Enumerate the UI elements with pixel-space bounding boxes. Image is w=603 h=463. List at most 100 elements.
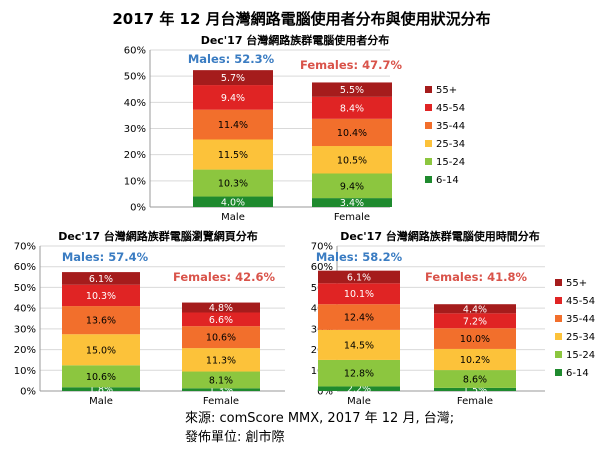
y-tick-label: 10% bbox=[14, 366, 36, 377]
bar-segment bbox=[193, 85, 273, 110]
legend-swatch bbox=[555, 369, 562, 376]
chart-title: Dec'17 台灣網路族群電腦瀏覽網頁分布 bbox=[58, 229, 258, 243]
chart-web-browsing: Dec'17 台灣網路族群電腦瀏覽網頁分布 0% 10% 20% 30% 40% 50% 60… bbox=[14, 229, 285, 407]
y-tick-label: 20% bbox=[124, 150, 146, 161]
source-note: 來源: comScore MMX, 2017 年 12 月, 台灣; 發佈單位:… bbox=[185, 409, 454, 447]
legend-swatch bbox=[425, 176, 432, 183]
legend-swatch bbox=[425, 122, 432, 129]
data-label: 4.4% bbox=[463, 304, 487, 315]
bar-segment bbox=[434, 370, 516, 388]
legend-label: 55+ bbox=[436, 85, 457, 96]
bar-segment bbox=[312, 173, 392, 199]
data-label: 10.2% bbox=[460, 355, 490, 366]
bar-segment bbox=[318, 386, 400, 391]
chart-usage-time: Dec'17 台灣網路族群電腦使用時間分布0%10%20%30%40%50%60… bbox=[311, 229, 595, 407]
bar-segment bbox=[318, 329, 400, 360]
data-label: 8.4% bbox=[340, 103, 364, 114]
bar-segment bbox=[312, 146, 392, 174]
data-label: 10.0% bbox=[460, 334, 490, 345]
data-label: 11.5% bbox=[218, 150, 248, 161]
male-total-label: Males: 58.2% bbox=[316, 250, 403, 264]
male-total-label: Males: 57.4% bbox=[62, 250, 149, 264]
y-tick-label: 0% bbox=[317, 387, 333, 398]
bar-segment bbox=[318, 304, 400, 330]
data-label: 10.6% bbox=[86, 372, 116, 383]
data-label: 12.8% bbox=[344, 369, 374, 380]
y-tick-label: 30% bbox=[14, 324, 36, 335]
legend-label: 15-24 bbox=[436, 157, 465, 168]
y-tick-label: 50% bbox=[14, 283, 36, 294]
y-tick-label: 40% bbox=[14, 304, 36, 315]
bar-segment bbox=[312, 96, 392, 119]
female-total-label: Females: 47.7% bbox=[300, 58, 402, 72]
data-label: 10.3% bbox=[86, 291, 116, 302]
female-total-label: Females: 41.8% bbox=[425, 270, 527, 284]
data-label: 1.8% bbox=[89, 385, 113, 396]
data-label: 1.3% bbox=[209, 385, 233, 396]
data-label: 11.3% bbox=[206, 355, 236, 366]
data-label: 10.1% bbox=[344, 289, 374, 300]
y-tick-label: 20% bbox=[14, 345, 36, 356]
bar-segment bbox=[182, 348, 260, 372]
data-label: 8.1% bbox=[209, 375, 233, 386]
data-label: 11.4% bbox=[218, 120, 248, 131]
y-tick-label: 70% bbox=[14, 242, 36, 253]
legend-label: 6-14 bbox=[436, 175, 459, 186]
legend-label: 25-34 bbox=[436, 139, 465, 150]
bar-segment bbox=[434, 387, 516, 391]
source-line: 來源: comScore MMX, 2017 年 12 月, 台灣; bbox=[185, 411, 455, 426]
y-tick-label: 0% bbox=[20, 387, 36, 398]
male-total-label: Males: 52.3% bbox=[188, 52, 275, 66]
data-label: 12.4% bbox=[344, 313, 374, 324]
y-tick-label: 40% bbox=[124, 98, 146, 109]
legend-swatch bbox=[425, 158, 432, 165]
bar-segment bbox=[434, 328, 516, 349]
legend-swatch bbox=[555, 297, 562, 304]
chart-title: Dec'17 台灣網路族群電腦使用者分布 bbox=[201, 33, 390, 47]
bar-segment bbox=[182, 388, 260, 391]
chart-computer-users: Dec'17 台灣網路族群電腦使用者分布 0% 10% 20% 30% 40% 50% 60%… bbox=[124, 33, 465, 223]
legend-label: 55+ bbox=[566, 278, 587, 289]
data-label: 8.6% bbox=[463, 374, 487, 385]
bar-segment bbox=[318, 283, 400, 305]
data-label: 7.2% bbox=[463, 316, 487, 327]
bar-segment bbox=[434, 313, 516, 329]
data-label: 6.6% bbox=[209, 315, 233, 326]
x-category-label: Female bbox=[203, 396, 239, 407]
legend-swatch bbox=[555, 351, 562, 358]
y-tick-label: 0% bbox=[130, 203, 146, 214]
legend-swatch bbox=[425, 86, 432, 93]
bar-segment bbox=[193, 196, 273, 207]
legend-swatch bbox=[555, 315, 562, 322]
x-category-label: Male bbox=[347, 396, 371, 407]
bar-segment bbox=[182, 326, 260, 349]
data-label: 14.5% bbox=[344, 340, 374, 351]
legend-label: 6-14 bbox=[566, 368, 589, 379]
data-label: 4.8% bbox=[209, 303, 233, 314]
x-category-label: Male bbox=[89, 396, 113, 407]
y-tick-label: 50% bbox=[124, 72, 146, 83]
bar-segment bbox=[193, 109, 273, 140]
legend-label: 25-34 bbox=[566, 332, 595, 343]
bar-segment bbox=[182, 302, 260, 313]
bar-segment bbox=[62, 284, 140, 307]
y-tick-label: 70% bbox=[311, 242, 333, 253]
data-label: 10.6% bbox=[206, 333, 236, 344]
bar-segment bbox=[318, 270, 400, 284]
data-label: 3.4% bbox=[340, 198, 364, 209]
data-label: 15.0% bbox=[86, 345, 116, 356]
bar-segment bbox=[312, 198, 392, 207]
legend-swatch bbox=[555, 279, 562, 286]
legend-label: 45-54 bbox=[436, 103, 465, 114]
legend-label: 15-24 bbox=[566, 350, 595, 361]
y-tick-label: 60% bbox=[311, 262, 333, 273]
bar-segment bbox=[193, 139, 273, 170]
bar-segment bbox=[193, 70, 273, 86]
female-total-label: Females: 42.6% bbox=[173, 270, 275, 284]
y-tick-label: 60% bbox=[14, 262, 36, 273]
data-label: 2.2% bbox=[347, 384, 371, 395]
page-title: 2017 年 12 月台灣網路電腦使用者分布與使用狀況分布 bbox=[112, 10, 491, 28]
legend-label: 35-44 bbox=[566, 314, 595, 325]
legend-label: 35-44 bbox=[436, 121, 465, 132]
legend-swatch bbox=[425, 104, 432, 111]
